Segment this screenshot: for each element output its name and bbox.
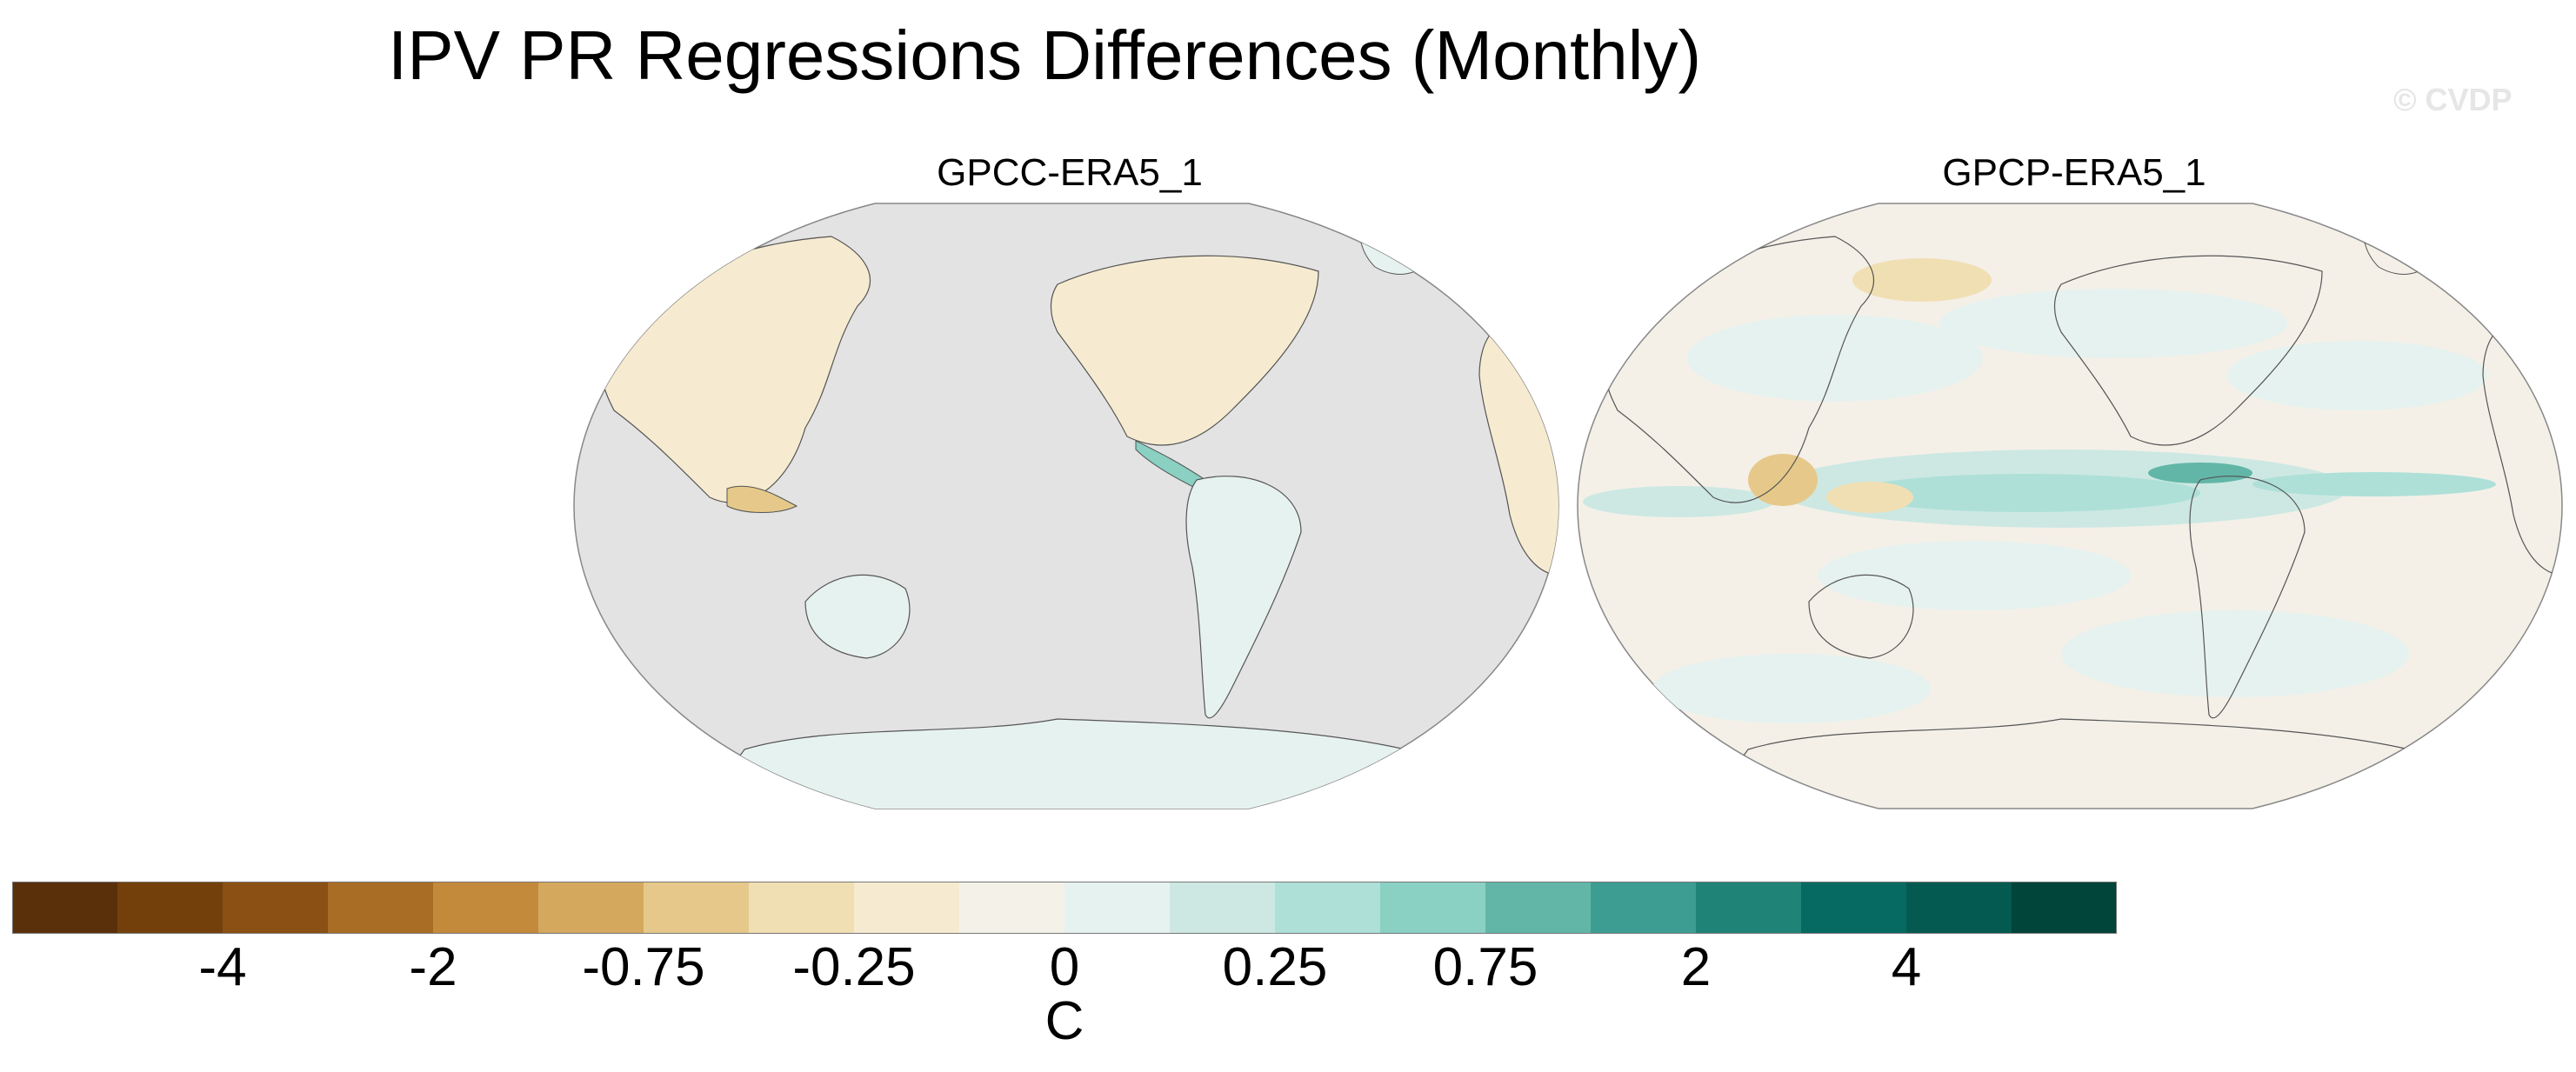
global-anomalies xyxy=(1583,223,2562,809)
anomaly-patch xyxy=(1852,258,1992,302)
colorbar-cell xyxy=(1801,882,1907,934)
colorbar-tick-label: -4 xyxy=(198,937,247,997)
antarctica-landmass xyxy=(699,718,1442,809)
colorbar-cell xyxy=(12,882,118,934)
cvdp-watermark: © CVDP xyxy=(2393,82,2513,117)
colorbar-tick-label: -0.75 xyxy=(582,937,705,997)
anomaly-patch xyxy=(1652,654,1931,723)
anomaly-patch xyxy=(1687,315,1983,402)
colorbar-cell xyxy=(644,882,750,934)
colorbar-cell xyxy=(117,882,224,934)
anomaly-patch xyxy=(1748,454,1818,506)
map-gpcp-era5 xyxy=(1577,203,2563,809)
maritime-continent xyxy=(726,485,798,513)
anomaly-patch xyxy=(2148,463,2252,483)
map-gpcc-era5 xyxy=(573,203,1559,809)
colorbar-cell xyxy=(328,882,434,934)
colorbar-cell xyxy=(1380,882,1486,934)
anomaly-patch xyxy=(1939,289,2287,358)
colorbar-tick-label: 4 xyxy=(1891,937,1922,997)
colorbar-tick-label: -0.25 xyxy=(792,937,916,997)
colorbar-cell xyxy=(1696,882,1802,934)
colorbar-cell xyxy=(433,882,539,934)
colorbar-tick-label: 0 xyxy=(1049,937,1080,997)
anomaly-patch xyxy=(2061,610,2409,697)
australia-landmass xyxy=(804,574,911,659)
colorbar-tick-label: -2 xyxy=(409,937,457,997)
antarctica-landmass xyxy=(1703,718,2446,809)
indian-ocean-band xyxy=(1583,486,1774,517)
south-america-landmass xyxy=(2189,476,2306,719)
colorbar-cell xyxy=(959,882,1065,934)
panel-title-gpcp: GPCP-ERA5_1 xyxy=(1942,151,2206,194)
colorbar-tick-label: 2 xyxy=(1680,937,1712,997)
south-america-landmass xyxy=(1185,476,1302,719)
colorbar-cell xyxy=(223,882,329,934)
colorbar-cell xyxy=(1170,882,1276,934)
colorbar xyxy=(12,882,2117,934)
colorbar-cell xyxy=(749,882,855,934)
tropical-atlantic-band xyxy=(2252,472,2496,496)
colorbar-cell xyxy=(1485,882,1592,934)
australia-landmass xyxy=(1808,574,1914,659)
panel-title-gpcc: GPCC-ERA5_1 xyxy=(937,151,1203,194)
colorbar-cells xyxy=(12,882,2117,934)
anomaly-patch xyxy=(1818,541,2131,610)
asia-landmass xyxy=(1605,236,1875,503)
anomaly-patch xyxy=(2226,341,2487,410)
colorbar-cell xyxy=(1275,882,1381,934)
colorbar-cell xyxy=(1906,882,2012,934)
colorbar-cell xyxy=(538,882,644,934)
colorbar-cell xyxy=(2012,882,2117,934)
colorbar-cell xyxy=(1591,882,1697,934)
colorbar-cell xyxy=(854,882,960,934)
north-america-landmass xyxy=(2053,255,2323,446)
tropical-pacific-core xyxy=(1852,474,2200,512)
north-america-landmass xyxy=(1050,255,1319,446)
anomaly-patch xyxy=(1826,482,1913,513)
colorbar-frame xyxy=(12,882,2117,934)
colorbar-unit-label: C xyxy=(1044,991,1084,1051)
colorbar-tick-label: 0.25 xyxy=(1222,937,1328,997)
figure-title: IPV PR Regressions Differences (Monthly) xyxy=(388,17,1702,94)
colorbar-tick-label: 0.75 xyxy=(1432,937,1538,997)
colorbar-cell xyxy=(1064,882,1171,934)
